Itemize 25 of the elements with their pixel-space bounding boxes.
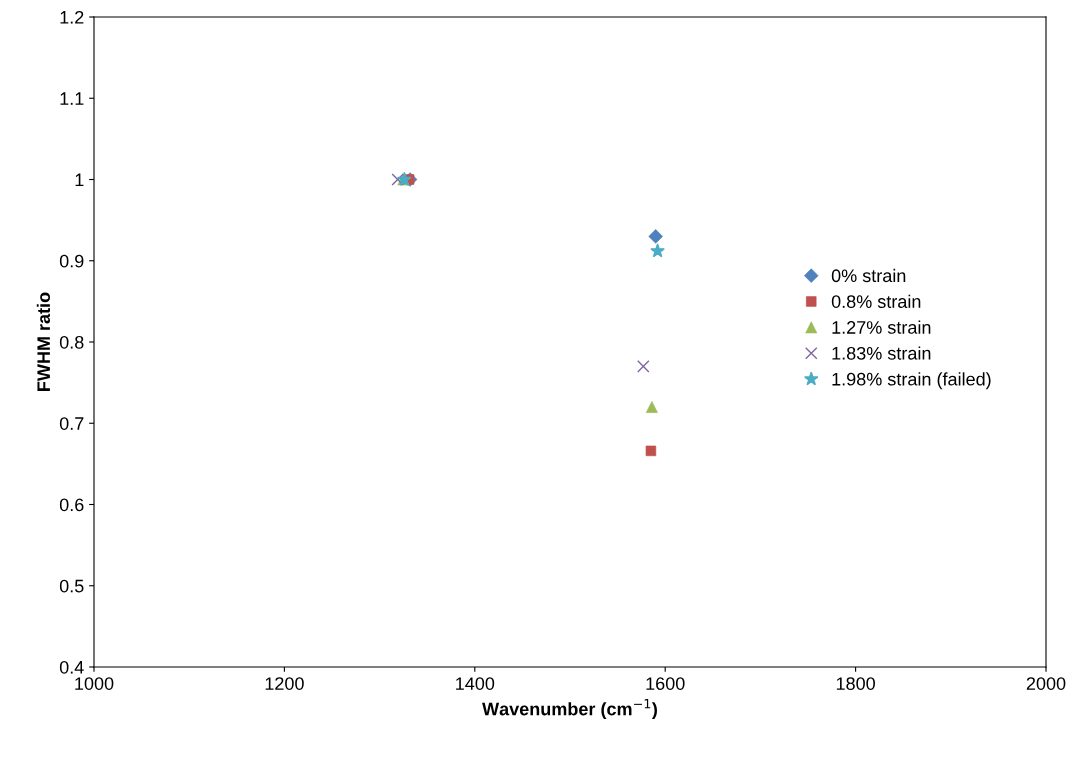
y-tick-label: 0.5 bbox=[59, 579, 84, 593]
y-axis-title: FWHM ratio bbox=[36, 292, 51, 391]
y-tick-label: 0.9 bbox=[59, 254, 84, 268]
y-tick-label: 0.6 bbox=[59, 498, 84, 512]
x-tick-label: 1600 bbox=[646, 677, 685, 690]
legend-label: 1.83% strain bbox=[832, 346, 931, 360]
point bbox=[391, 173, 404, 186]
x-tick-label: 2000 bbox=[1026, 677, 1066, 690]
legend-label: 0% strain bbox=[831, 268, 906, 283]
point bbox=[637, 360, 650, 373]
y-tick-label: 1.1 bbox=[60, 92, 84, 105]
legend-label: 1.98% strain (failed) bbox=[832, 372, 991, 390]
y-tick-label: 1 bbox=[75, 173, 84, 187]
x-tick-label: 1800 bbox=[836, 677, 875, 690]
y-tick-label: 0.4 bbox=[59, 660, 84, 674]
x-axis-title: Wavenumber (cm$^{−1}$) bbox=[482, 699, 657, 719]
y-tick-label: 1.2 bbox=[60, 10, 84, 24]
x-tick-label: 1400 bbox=[456, 677, 495, 690]
y-tick-label: 0.7 bbox=[59, 417, 84, 430]
legend-label: 1.27% strain bbox=[832, 320, 931, 334]
point bbox=[650, 243, 665, 258]
y-tick-label: 0.8 bbox=[59, 335, 84, 349]
x-tick-label: 1000 bbox=[75, 677, 114, 690]
legend-label: 0.8% strain bbox=[831, 294, 921, 308]
x-tick-label: 1200 bbox=[265, 677, 304, 690]
